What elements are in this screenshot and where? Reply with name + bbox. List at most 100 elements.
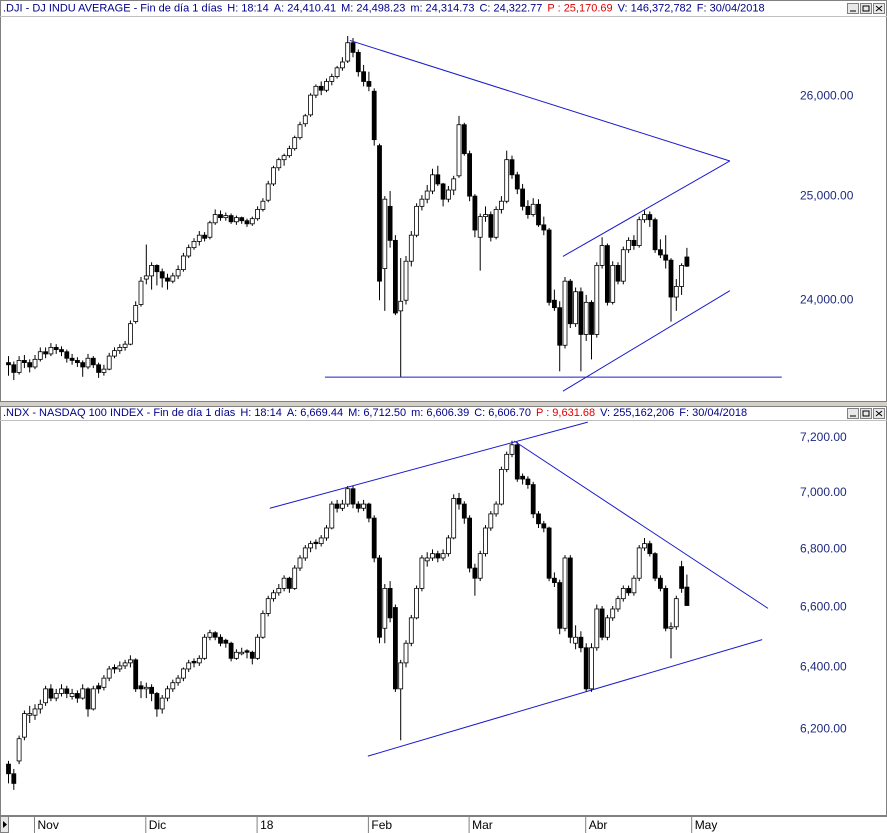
candle-body bbox=[175, 269, 181, 277]
candle-body bbox=[324, 81, 329, 91]
x-axis-strip bbox=[0, 816, 887, 833]
candle-body bbox=[6, 763, 11, 775]
candle-body bbox=[159, 697, 165, 710]
candle-body bbox=[329, 503, 335, 529]
candle-body bbox=[408, 617, 414, 644]
candle-body bbox=[207, 632, 213, 638]
candle-body bbox=[112, 667, 117, 670]
candle-body bbox=[620, 249, 626, 282]
candle-body bbox=[117, 347, 123, 352]
minimize-button[interactable] bbox=[847, 408, 859, 419]
candle-body bbox=[6, 362, 11, 366]
candle-body bbox=[366, 81, 372, 87]
candle-body bbox=[610, 608, 616, 619]
header-field-value: 6,669.44 bbox=[300, 407, 343, 419]
candle-body bbox=[435, 553, 441, 559]
candle-body bbox=[11, 773, 17, 784]
candle-body bbox=[212, 214, 218, 224]
candle-body bbox=[75, 360, 80, 364]
candle-body bbox=[472, 567, 478, 579]
candle-body bbox=[159, 271, 165, 279]
maximize-button[interactable] bbox=[860, 408, 872, 419]
candle-body bbox=[355, 51, 361, 73]
y-tick-label: 7,200.00 bbox=[800, 430, 847, 444]
candle-body bbox=[361, 71, 367, 82]
candle-body bbox=[186, 662, 192, 670]
candle-body bbox=[318, 537, 324, 545]
candle-body bbox=[180, 255, 186, 271]
candle-body bbox=[419, 557, 425, 589]
candle-body bbox=[286, 148, 292, 157]
candle-body bbox=[509, 444, 515, 455]
candle-body bbox=[64, 688, 70, 694]
candle-body bbox=[37, 703, 43, 710]
candle-body bbox=[202, 636, 208, 659]
header-field-value: 6,606.70 bbox=[488, 407, 531, 419]
candle-body bbox=[43, 351, 48, 355]
header-field-label: P : bbox=[536, 407, 549, 419]
y-tick-label: 6,400.00 bbox=[800, 660, 847, 674]
candle-body bbox=[398, 300, 404, 312]
candle-body bbox=[684, 256, 690, 267]
candle-body bbox=[339, 61, 345, 69]
minimize-button[interactable] bbox=[847, 3, 859, 14]
candle-body bbox=[652, 219, 658, 251]
candle-body bbox=[366, 503, 372, 519]
candle-body bbox=[430, 553, 435, 559]
candle-body bbox=[48, 688, 54, 699]
maximize-icon bbox=[862, 410, 870, 417]
candle-body bbox=[80, 688, 86, 699]
candle-body bbox=[403, 260, 409, 301]
x-tick-label: May bbox=[695, 818, 718, 832]
candle-body bbox=[594, 265, 600, 335]
y-tick-label: 7,000.00 bbox=[800, 485, 847, 499]
candle-body bbox=[143, 275, 149, 280]
candle-body bbox=[605, 617, 610, 638]
candle-body bbox=[265, 598, 271, 614]
x-tick-label: 18 bbox=[260, 818, 274, 832]
header-field-label: H: bbox=[240, 407, 251, 419]
candle-body bbox=[663, 254, 669, 261]
candle-body bbox=[339, 503, 345, 509]
candle-body bbox=[647, 214, 653, 221]
header-field-value: 146,372,782 bbox=[631, 2, 692, 14]
candle-body bbox=[85, 357, 91, 368]
candle-body bbox=[541, 224, 547, 231]
candle-body bbox=[350, 42, 356, 53]
candle-body bbox=[32, 358, 38, 368]
candle-body bbox=[154, 693, 160, 710]
candle-body bbox=[387, 588, 393, 619]
candle-body bbox=[286, 577, 292, 589]
header-name: .NDX - NASDAQ 100 INDEX - Fin de día 1 d… bbox=[3, 407, 236, 419]
candle-body bbox=[546, 229, 552, 303]
candle-body bbox=[122, 662, 128, 667]
y-tick-label: 6,200.00 bbox=[800, 721, 847, 735]
candle-body bbox=[557, 582, 563, 629]
candle-body bbox=[334, 67, 340, 77]
candle-body bbox=[239, 651, 245, 655]
header-field-value: 24,322.77 bbox=[493, 2, 542, 14]
header-field-label: H: bbox=[227, 2, 238, 14]
scroll-arrow bbox=[3, 821, 7, 828]
header-field-value: 6,712.50 bbox=[363, 407, 406, 419]
header-field-label: M: bbox=[341, 2, 353, 14]
candle-body bbox=[663, 588, 669, 629]
candle-body bbox=[493, 503, 499, 515]
candle-body bbox=[255, 636, 261, 659]
candle-body bbox=[11, 364, 17, 373]
maximize-button[interactable] bbox=[860, 3, 872, 14]
candle-body bbox=[371, 517, 377, 559]
candle-body bbox=[451, 178, 457, 191]
candle-body bbox=[112, 350, 117, 357]
candle-body bbox=[610, 265, 616, 303]
candle-body bbox=[493, 209, 499, 238]
candle-body bbox=[276, 159, 282, 169]
candle-body bbox=[414, 205, 420, 236]
header-field-label: P : bbox=[547, 2, 560, 14]
header-field-label: F: bbox=[679, 407, 689, 419]
candle-body bbox=[514, 444, 520, 480]
candle-body bbox=[467, 517, 473, 569]
trendline bbox=[562, 160, 731, 257]
candle-body bbox=[573, 291, 578, 325]
